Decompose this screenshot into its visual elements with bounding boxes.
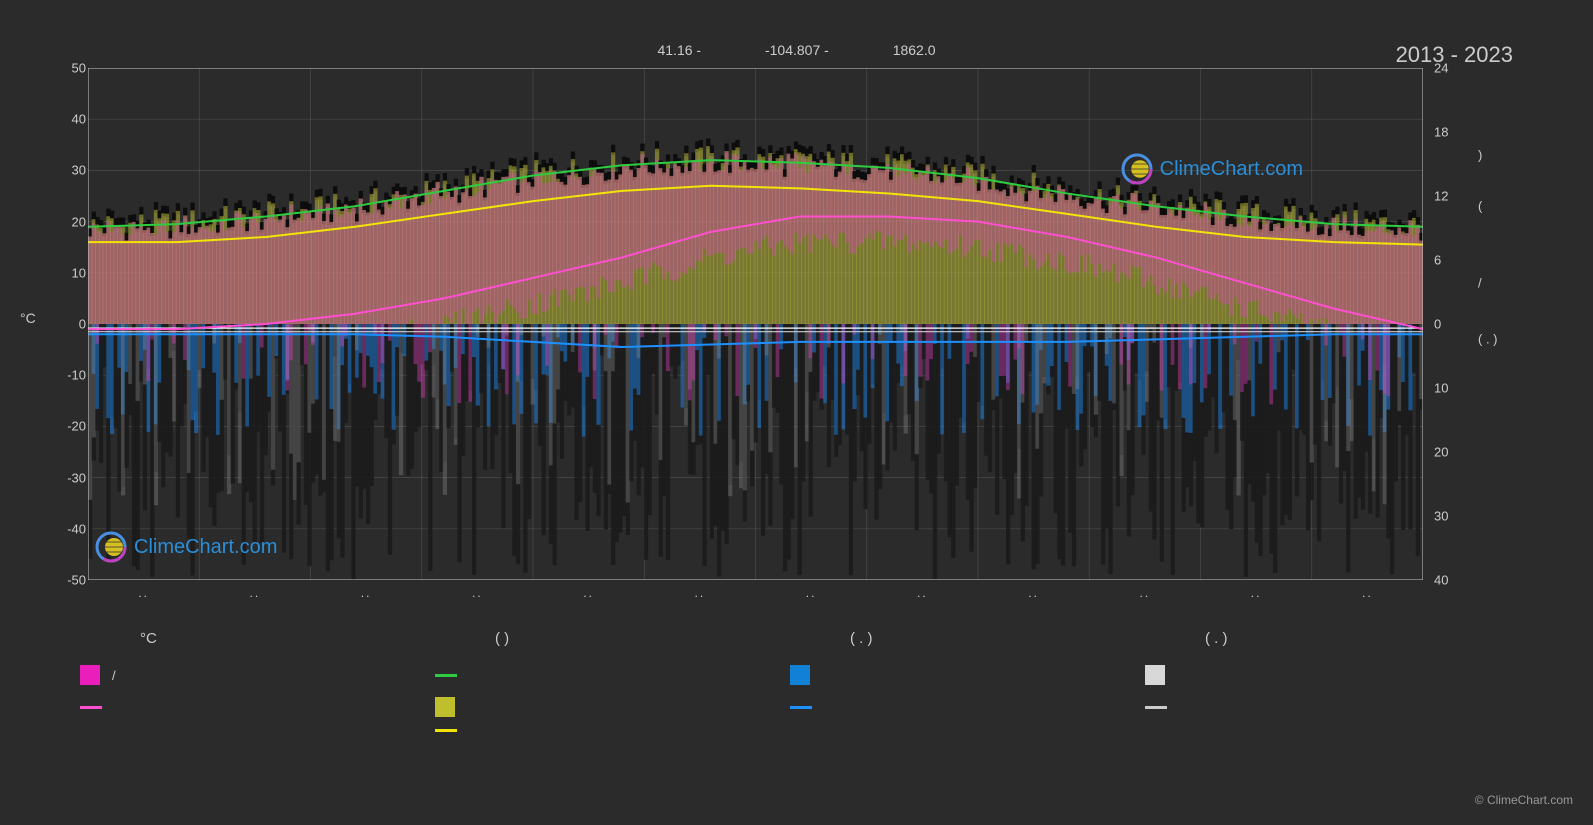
copyright: © ClimeChart.com [1475, 793, 1573, 807]
y-label-right: ) [1478, 148, 1482, 163]
legend-item [435, 697, 790, 717]
y-tick-left: -50 [67, 573, 86, 588]
y-tick-left: -10 [67, 368, 86, 383]
x-tick: .. [917, 586, 928, 600]
x-tick: .. [138, 586, 149, 600]
y-tick-right: 24 [1434, 61, 1448, 76]
x-tick: .. [695, 586, 706, 600]
y-tick-right: 6 [1434, 253, 1441, 268]
watermark-bottom: ClimeChart.com [94, 530, 277, 564]
legend-line-icon [790, 706, 812, 709]
x-tick: .. [1028, 586, 1039, 600]
legend-line-icon [435, 674, 457, 677]
watermark-text: ClimeChart.com [134, 536, 277, 559]
x-tick: .. [1251, 586, 1262, 600]
legend-line-icon [435, 729, 457, 732]
legend-item [1145, 665, 1500, 685]
y-label-right: ( [1478, 199, 1482, 214]
legend-item [790, 697, 1145, 717]
legend: °C( )( . )( . ) / [80, 630, 1500, 744]
legend-swatch-icon [80, 665, 100, 685]
climechart-logo-icon [1120, 152, 1154, 186]
x-tick: .. [361, 586, 372, 600]
y-tick-left: -20 [67, 419, 86, 434]
y-tick-right: 10 [1434, 381, 1448, 396]
y-tick-left: 40 [72, 112, 86, 127]
y-label-right: ( . ) [1478, 332, 1498, 347]
x-tick: .. [583, 586, 594, 600]
y-tick-left: 50 [72, 61, 86, 76]
y-tick-right: 30 [1434, 509, 1448, 524]
legend-label: / [112, 668, 152, 683]
x-tick: .. [1362, 586, 1373, 600]
legend-item [435, 729, 790, 732]
y-tick-right: 18 [1434, 125, 1448, 140]
y-label-right: / [1478, 276, 1482, 291]
legend-item [790, 665, 1145, 685]
climate-chart: ClimeChart.com [88, 68, 1423, 580]
watermark-top: ClimeChart.com [1120, 152, 1303, 186]
legend-swatch-icon [435, 697, 455, 717]
legend-swatch-icon [790, 665, 810, 685]
legend-item [790, 729, 1145, 732]
y-axis-left: 50403020100-10-20-30-40-50 [46, 68, 86, 580]
watermark-text: ClimeChart.com [1160, 158, 1303, 181]
y-tick-left: -30 [67, 470, 86, 485]
x-tick: .. [250, 586, 261, 600]
y-tick-right: 12 [1434, 189, 1448, 204]
y-tick-left: 20 [72, 214, 86, 229]
y-axis-left-label: °C [20, 310, 36, 326]
legend-line-icon [80, 706, 102, 709]
y-tick-left: -40 [67, 521, 86, 536]
legend-swatch-icon [1145, 665, 1165, 685]
legend-item [80, 697, 435, 717]
climechart-logo-icon [94, 530, 128, 564]
legend-item: / [80, 665, 435, 685]
x-axis: ........................ [88, 586, 1423, 606]
x-tick: .. [806, 586, 817, 600]
elev-value: 1862.0 [893, 42, 936, 58]
x-tick: .. [1140, 586, 1151, 600]
legend-header: ( ) [435, 630, 790, 647]
x-tick: .. [472, 586, 483, 600]
legend-header: °C [80, 630, 435, 647]
y-axis-right: 2418126010203040 [1434, 68, 1474, 580]
legend-header: ( . ) [1145, 630, 1500, 647]
legend-line-icon [1145, 706, 1167, 709]
y-axis-right-secondary: ) ( / ( . ) [1478, 68, 1498, 580]
y-tick-left: 0 [79, 317, 86, 332]
legend-item [1145, 697, 1500, 717]
y-tick-right: 0 [1434, 317, 1441, 332]
y-tick-left: 10 [72, 265, 86, 280]
lat-value: 41.16 - [657, 42, 701, 58]
y-tick-left: 30 [72, 163, 86, 178]
legend-header: ( . ) [790, 630, 1145, 647]
year-range: 2013 - 2023 [1396, 42, 1513, 68]
legend-item [435, 665, 790, 685]
legend-item [80, 729, 435, 732]
lon-value: -104.807 - [765, 42, 829, 58]
y-tick-right: 20 [1434, 445, 1448, 460]
legend-item [1145, 729, 1500, 732]
y-tick-right: 40 [1434, 573, 1448, 588]
coords-header: 41.16 - -104.807 - 1862.0 [0, 42, 1593, 58]
